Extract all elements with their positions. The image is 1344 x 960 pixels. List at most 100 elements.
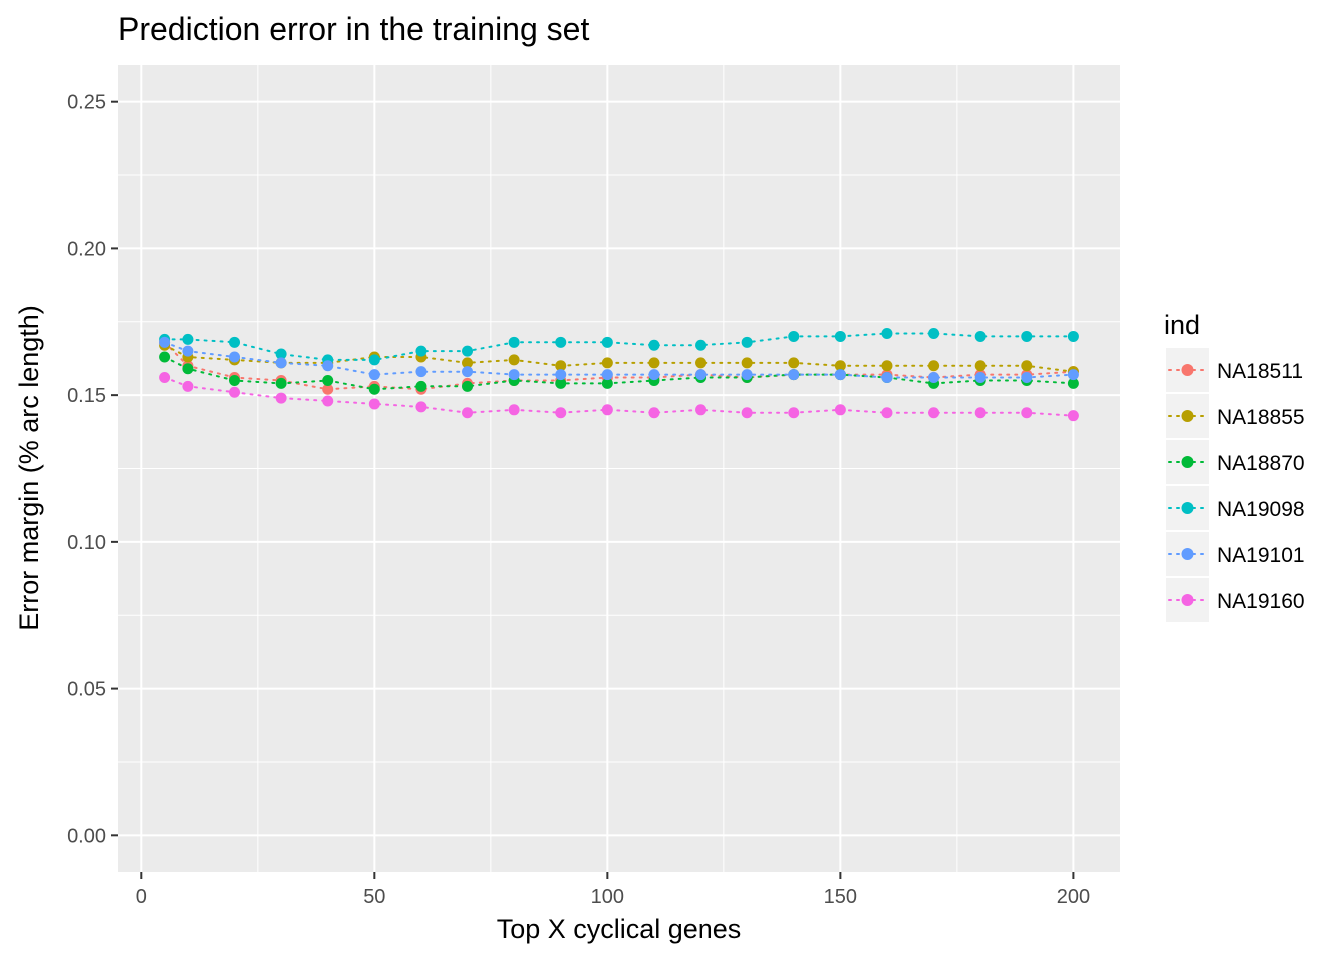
series-NA19101 xyxy=(159,336,1079,384)
legend-label: NA18511 xyxy=(1217,360,1303,383)
data-point xyxy=(229,336,241,348)
data-point xyxy=(322,383,334,395)
data-point xyxy=(974,360,986,372)
legend-key-point xyxy=(1181,502,1194,514)
x-tick-label: 50 xyxy=(363,886,385,908)
data-point xyxy=(881,407,893,419)
data-point xyxy=(415,345,427,357)
data-point xyxy=(462,407,474,419)
data-point xyxy=(834,360,846,372)
legend-key-point xyxy=(1181,410,1194,422)
data-point xyxy=(648,339,660,351)
data-point xyxy=(368,398,380,410)
data-point xyxy=(182,380,194,392)
data-point xyxy=(159,336,171,348)
data-point xyxy=(368,354,380,366)
data-point xyxy=(881,360,893,372)
data-point xyxy=(322,395,334,407)
data-point xyxy=(415,380,427,392)
data-point xyxy=(974,330,986,342)
y-axis-title: Error margin (% arc length) xyxy=(14,305,44,631)
data-point xyxy=(322,360,334,372)
data-point xyxy=(415,401,427,413)
grid-major xyxy=(118,65,1120,872)
legend-item-NA18511: NA18511 xyxy=(1166,348,1303,392)
legend-title: ind xyxy=(1164,310,1200,340)
data-point xyxy=(648,407,660,419)
data-point xyxy=(275,377,287,389)
data-point xyxy=(695,357,707,369)
data-point xyxy=(275,392,287,404)
x-axis: 0 50 100 150 200 xyxy=(136,872,1090,908)
x-tick-label: 100 xyxy=(591,886,624,908)
x-tick-label: 0 xyxy=(136,886,147,908)
data-point xyxy=(1021,360,1033,372)
y-tick-label: 0.20 xyxy=(67,238,106,260)
legend-item-NA19101: NA19101 xyxy=(1166,532,1305,576)
grid-minor xyxy=(118,65,1120,872)
data-point xyxy=(601,377,613,389)
series-layer xyxy=(159,328,1079,422)
data-point xyxy=(1067,369,1079,381)
data-point xyxy=(182,345,194,357)
data-point xyxy=(788,357,800,369)
legend-label: NA18870 xyxy=(1217,452,1305,475)
data-point xyxy=(974,407,986,419)
legend-label: NA19160 xyxy=(1217,590,1305,613)
x-axis-title: Top X cyclical genes xyxy=(497,914,742,944)
data-point xyxy=(182,333,194,345)
data-point xyxy=(159,351,171,363)
data-point xyxy=(928,372,940,384)
data-point xyxy=(695,339,707,351)
data-point xyxy=(974,372,986,384)
data-point xyxy=(834,369,846,381)
data-point xyxy=(368,369,380,381)
data-point xyxy=(508,369,520,381)
legend-item-NA18870: NA18870 xyxy=(1166,440,1305,484)
legend-item-NA18855: NA18855 xyxy=(1166,394,1305,438)
data-point xyxy=(159,372,171,384)
data-point xyxy=(415,366,427,378)
data-point xyxy=(928,407,940,419)
data-point xyxy=(1021,372,1033,384)
data-point xyxy=(741,357,753,369)
y-tick-label: 0.25 xyxy=(67,92,106,114)
series-NA19160 xyxy=(159,372,1079,422)
x-tick-label: 150 xyxy=(824,886,857,908)
data-point xyxy=(601,357,613,369)
data-point xyxy=(555,407,567,419)
data-point xyxy=(601,404,613,416)
legend-key-point xyxy=(1181,594,1194,606)
data-point xyxy=(322,374,334,386)
data-point xyxy=(648,369,660,381)
data-point xyxy=(928,360,940,372)
data-point xyxy=(881,328,893,340)
data-point xyxy=(462,357,474,369)
data-point xyxy=(229,351,241,363)
data-point xyxy=(462,345,474,357)
data-point xyxy=(741,407,753,419)
data-point xyxy=(508,336,520,348)
legend-key-point xyxy=(1181,548,1194,560)
data-point xyxy=(928,328,940,340)
data-point xyxy=(1067,377,1079,389)
data-point xyxy=(1021,407,1033,419)
legend-label: NA19098 xyxy=(1217,498,1305,521)
data-point xyxy=(462,366,474,378)
data-point xyxy=(1021,330,1033,342)
legend-label: NA19101 xyxy=(1217,544,1305,567)
data-point xyxy=(834,404,846,416)
data-point xyxy=(834,330,846,342)
data-point xyxy=(695,369,707,381)
y-axis: 0.00 0.05 0.10 0.15 0.20 0.25 xyxy=(67,92,118,847)
data-point xyxy=(508,404,520,416)
y-tick-label: 0.10 xyxy=(67,532,106,554)
data-point xyxy=(555,360,567,372)
legend-key-point xyxy=(1181,456,1194,468)
data-point xyxy=(229,386,241,398)
legend-key-point xyxy=(1181,364,1194,376)
data-point xyxy=(1067,330,1079,342)
legend-item-NA19160: NA19160 xyxy=(1166,578,1305,622)
y-tick-label: 0.15 xyxy=(67,385,106,407)
data-point xyxy=(601,336,613,348)
